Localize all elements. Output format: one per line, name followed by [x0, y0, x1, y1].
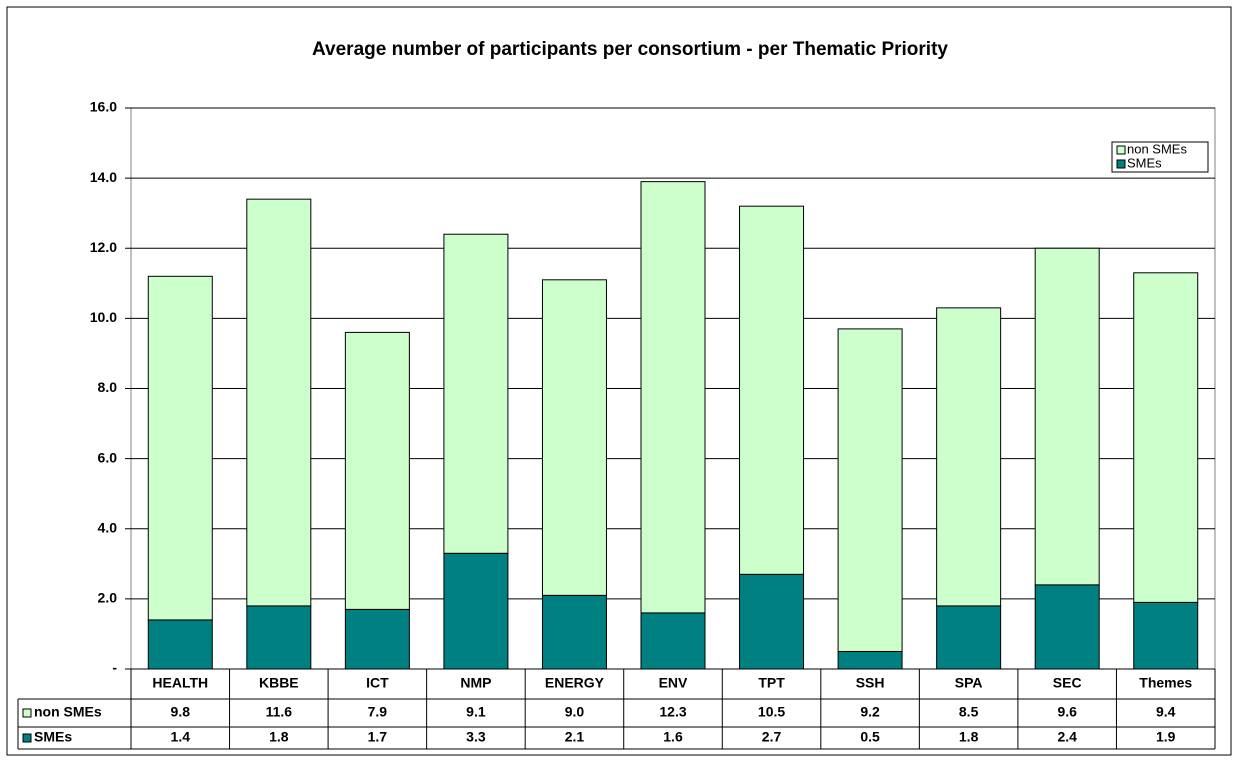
legend-label: non SMEs: [1127, 141, 1187, 156]
x-tick-label: SEC: [1053, 675, 1082, 691]
data-table-value: 9.6: [1057, 704, 1077, 720]
y-tick-label: 4.0: [98, 519, 118, 535]
data-table-value: 7.9: [368, 704, 388, 720]
table-legend-key: [22, 708, 32, 718]
bar-segment: [344, 331, 410, 610]
table-row-label: SMEs: [34, 729, 72, 745]
data-table-value: 1.8: [959, 729, 979, 745]
data-table-value: 1.4: [171, 729, 191, 745]
bar-segment: [1034, 247, 1100, 586]
data-table-value: 12.3: [659, 704, 686, 720]
data-table-value: 11.6: [266, 704, 293, 720]
data-table-value: 1.8: [269, 729, 289, 745]
bar-segment: [1133, 272, 1199, 603]
data-table-value: 8.5: [959, 704, 979, 720]
bar-segment: [443, 552, 509, 670]
bar-segment: [837, 650, 903, 670]
bar-segment: [640, 181, 706, 614]
bar-segment: [147, 275, 213, 621]
bar-segment: [246, 198, 312, 607]
x-tick-label: ENV: [659, 675, 688, 691]
bar-segment: [936, 605, 1002, 670]
bar-segment: [739, 573, 805, 670]
x-tick-label: TPT: [758, 675, 785, 691]
data-table-value: 9.2: [860, 704, 880, 720]
table-legend-key: [22, 733, 32, 743]
y-tick-label: 6.0: [98, 449, 118, 465]
bar-segment: [246, 605, 312, 670]
legend-swatch: [1116, 145, 1126, 155]
legend-swatch: [1116, 159, 1126, 169]
bar-segment: [541, 279, 607, 596]
bar-segment: [640, 612, 706, 670]
data-table-value: 10.5: [758, 704, 785, 720]
data-table-value: 9.1: [466, 704, 486, 720]
data-table-value: 9.0: [565, 704, 585, 720]
legend-label: SMEs: [1127, 155, 1162, 170]
bar-segment: [541, 594, 607, 670]
y-tick-label: 8.0: [98, 379, 118, 395]
bar-segment: [344, 608, 410, 670]
bar-segment: [1034, 584, 1100, 670]
bar-segment: [1133, 601, 1199, 670]
data-table-value: 2.4: [1057, 729, 1077, 745]
y-tick-label: -: [112, 660, 117, 676]
data-table-value: 3.3: [466, 729, 486, 745]
data-table-value: 9.4: [1156, 704, 1176, 720]
y-tick-label: 16.0: [90, 99, 117, 115]
y-tick-label: 14.0: [90, 169, 117, 185]
bar-segment: [147, 619, 213, 670]
data-table-value: 1.7: [368, 729, 388, 745]
bar-segment: [739, 205, 805, 575]
bar-segment: [837, 328, 903, 652]
data-table-value: 9.8: [171, 704, 191, 720]
chart-title: Average number of participants per conso…: [312, 39, 948, 60]
bar-segment: [936, 307, 1002, 607]
x-tick-label: Themes: [1139, 675, 1192, 691]
x-tick-label: NMP: [460, 675, 491, 691]
x-tick-label: ENERGY: [545, 675, 605, 691]
legend-box: [1111, 141, 1209, 173]
x-tick-label: HEALTH: [152, 675, 208, 691]
y-tick-label: 10.0: [90, 309, 117, 325]
data-table-value: 1.9: [1156, 729, 1176, 745]
data-table-value: 1.6: [663, 729, 683, 745]
data-table-value: 2.1: [565, 729, 585, 745]
y-tick-label: 2.0: [98, 590, 118, 606]
data-table-value: 2.7: [762, 729, 782, 745]
y-tick-label: 12.0: [90, 239, 117, 255]
x-tick-label: ICT: [366, 675, 389, 691]
table-row-label: non SMEs: [34, 704, 102, 720]
x-tick-label: KBBE: [259, 675, 299, 691]
data-table-value: 0.5: [860, 729, 880, 745]
bar-segment: [443, 233, 509, 554]
x-tick-label: SSH: [856, 675, 885, 691]
x-tick-label: SPA: [955, 675, 983, 691]
